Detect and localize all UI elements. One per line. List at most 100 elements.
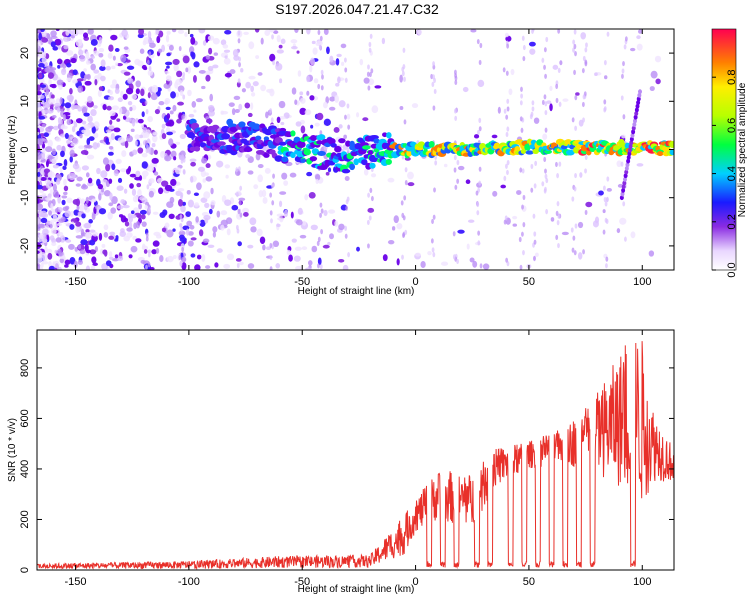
spectrogram-streak-blob [505, 70, 509, 76]
spectrogram-noise-blob [114, 88, 120, 94]
spectrogram-streak-blob [505, 257, 509, 263]
spectrogram-noise-blob [37, 63, 45, 68]
spectrogram-streak-blob [432, 105, 436, 111]
spectrogram-noise-blob [441, 261, 449, 266]
spectrogram-noise-blob [299, 97, 306, 104]
spectrogram-noise-blob [159, 255, 164, 263]
spectrogram-streak-blob [622, 60, 625, 67]
spectrogram-noise-blob [63, 191, 68, 196]
spectrogram-streak-blob [477, 129, 480, 135]
spectrogram-streak-blob [453, 108, 457, 114]
snr-y-label: SNR (10 * v/v) [7, 418, 18, 482]
spectrogram-signal-blob [525, 150, 534, 155]
spectrogram-noise-blob [126, 65, 135, 70]
spectrogram-noise-blob [115, 158, 122, 165]
spectrogram-streak-blob [456, 159, 460, 166]
spectrogram-noise-blob [50, 41, 56, 48]
spectrogram-streak-blob [145, 236, 149, 242]
spectrogram-streak-blob [236, 262, 240, 269]
spectrogram-noise-blob [224, 29, 232, 35]
spectrogram-noise-blob [98, 232, 103, 241]
spectrogram-streak-blob [502, 67, 506, 73]
spectrogram-noise-blob [91, 198, 97, 203]
spectrogram-streak-blob [556, 201, 560, 207]
spectrogram-streak-blob [582, 117, 585, 123]
spectrogram-streak-blob [145, 109, 149, 115]
spectrogram-noise-blob [232, 49, 239, 57]
spectrogram-noise-blob [52, 125, 59, 131]
spectrogram-signal-blob [290, 152, 296, 159]
spectrogram-noise-blob [290, 211, 294, 219]
spectrogram-noise-blob [254, 29, 260, 33]
spectrogram-noise-blob [198, 70, 207, 74]
spectrogram-noise-blob [273, 30, 279, 34]
spectrogram-noise-blob [172, 228, 176, 232]
spectrogram-streak-blob [404, 229, 408, 235]
spectrogram-noise-blob [363, 77, 370, 84]
spectrogram-noise-blob [108, 124, 115, 130]
spectrogram-noise-blob [306, 171, 313, 177]
spectrogram-noise-blob [356, 112, 360, 118]
spectrogram-noise-blob [77, 259, 83, 265]
spectrogram-streak-blob [178, 45, 182, 52]
spectrogram-streak-blob [541, 181, 545, 187]
spectrogram-noise-blob [316, 112, 324, 121]
spectrogram-streak-blob [319, 130, 323, 136]
spectrogram-signal-blob [211, 124, 220, 130]
spectrogram-streak-blob [544, 101, 548, 107]
spectrogram-noise-blob [132, 149, 138, 155]
spectrogram-streak-blob [145, 148, 149, 154]
spectrogram-noise-blob [130, 210, 135, 215]
spectrogram-noise-blob [247, 263, 255, 269]
spectrogram-noise-blob [102, 249, 108, 255]
spectrogram-streak-blob [506, 98, 510, 104]
spectrogram-noise-blob [111, 105, 119, 111]
spectrogram-chirp-blob [636, 100, 641, 106]
spectrogram-noise-blob [108, 29, 113, 32]
spectrogram-noise-blob [137, 189, 142, 197]
spectrogram-streak-blob [145, 264, 148, 270]
spectrogram-noise-blob [64, 259, 71, 265]
spectrogram-noise-blob [92, 262, 98, 267]
spectrogram-noise-blob [49, 235, 55, 241]
spectrogram-noise-blob [291, 238, 297, 243]
spectrogram-streak-blob [368, 215, 372, 221]
spectrogram-streak-blob [402, 232, 405, 239]
spectrogram-signal-blob [373, 138, 380, 144]
spectrogram-streak-blob [271, 200, 275, 206]
spectrogram-noise-blob [209, 93, 214, 102]
spectrogram-streak-blob [317, 83, 321, 90]
spectrogram-noise-blob [549, 85, 553, 91]
spectrogram-streak-blob [574, 51, 577, 57]
spectrogram-noise-blob [492, 190, 498, 197]
spectrogram-streak-blob [403, 76, 406, 82]
spectrogram-noise-blob [111, 65, 116, 70]
spectrogram-streak-blob [182, 157, 186, 163]
spectrogram-noise-blob [87, 181, 94, 187]
spectrogram-noise-blob [411, 103, 419, 109]
spectrogram-noise-blob [164, 155, 172, 162]
spectrogram-streak-blob [505, 163, 508, 169]
spectrogram-streak-blob [534, 160, 538, 166]
spectrogram-streak-blob [530, 163, 534, 170]
spectrogram-chirp-blob [632, 118, 637, 124]
spectrogram-noise-blob [224, 72, 232, 78]
spectrogram-noise-blob [37, 91, 42, 96]
spectrogram-noise-blob [69, 210, 74, 217]
spectrogram-noise-blob [223, 57, 231, 65]
spectrogram-streak-blob [270, 117, 274, 123]
spectrogram-streak-blob [573, 43, 577, 50]
spectrogram-streak-blob [621, 73, 624, 79]
spectrogram-streak-blob [605, 197, 609, 203]
spectrogram-noise-blob [220, 110, 229, 115]
spectrogram-noise-blob [170, 150, 177, 158]
spectrogram-noise-blob [359, 58, 364, 66]
spectrogram-noise-blob [85, 144, 93, 149]
spectrogram-streak-blob [476, 201, 480, 208]
spectrogram-noise-blob [66, 139, 71, 145]
spectrogram-noise-blob [113, 169, 119, 177]
spectrogram-noise-blob [322, 244, 330, 249]
spectrogram-noise-blob [100, 170, 108, 178]
spectrogram-chirp-blob [630, 133, 635, 138]
spectrogram-noise-blob [105, 65, 111, 71]
